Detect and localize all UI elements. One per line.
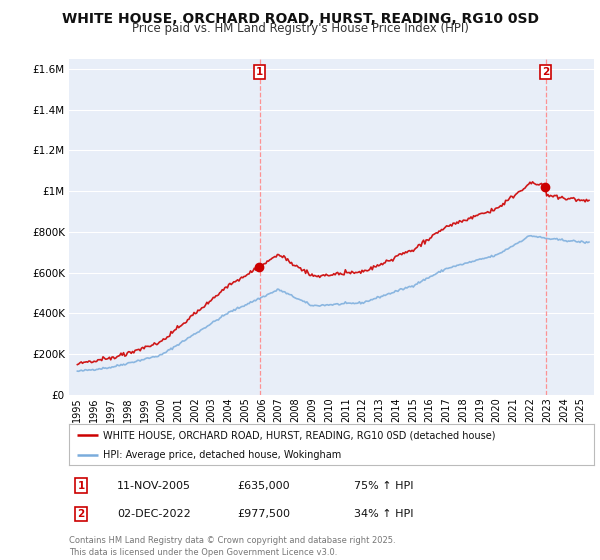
Text: WHITE HOUSE, ORCHARD ROAD, HURST, READING, RG10 0SD (detached house): WHITE HOUSE, ORCHARD ROAD, HURST, READIN…: [103, 431, 496, 440]
Text: Price paid vs. HM Land Registry's House Price Index (HPI): Price paid vs. HM Land Registry's House …: [131, 22, 469, 35]
Text: £977,500: £977,500: [237, 509, 290, 519]
Text: 34% ↑ HPI: 34% ↑ HPI: [354, 509, 413, 519]
Text: 02-DEC-2022: 02-DEC-2022: [117, 509, 191, 519]
Text: Contains HM Land Registry data © Crown copyright and database right 2025.
This d: Contains HM Land Registry data © Crown c…: [69, 536, 395, 557]
Text: 75% ↑ HPI: 75% ↑ HPI: [354, 480, 413, 491]
Text: 1: 1: [77, 480, 85, 491]
Text: 2: 2: [542, 67, 550, 77]
Text: 2: 2: [77, 509, 85, 519]
Text: 11-NOV-2005: 11-NOV-2005: [117, 480, 191, 491]
Text: £635,000: £635,000: [237, 480, 290, 491]
Text: 1: 1: [256, 67, 263, 77]
Text: WHITE HOUSE, ORCHARD ROAD, HURST, READING, RG10 0SD: WHITE HOUSE, ORCHARD ROAD, HURST, READIN…: [62, 12, 539, 26]
Text: HPI: Average price, detached house, Wokingham: HPI: Average price, detached house, Woki…: [103, 450, 341, 460]
